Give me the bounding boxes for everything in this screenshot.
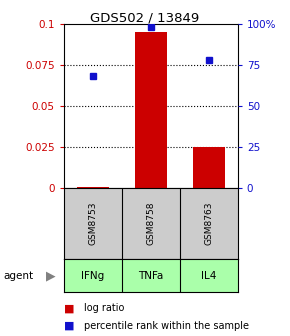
Text: log ratio: log ratio (84, 303, 124, 313)
Text: percentile rank within the sample: percentile rank within the sample (84, 321, 249, 331)
Bar (135, 32, 167, 188)
Text: IL4: IL4 (201, 270, 217, 281)
Text: TNFa: TNFa (138, 270, 164, 281)
Bar (193, 147, 225, 188)
Text: GSM8758: GSM8758 (146, 202, 155, 245)
Text: GSM8753: GSM8753 (88, 202, 97, 245)
Text: GDS502 / 13849: GDS502 / 13849 (90, 12, 200, 25)
Text: IFNg: IFNg (81, 270, 104, 281)
Text: ■: ■ (64, 321, 74, 331)
Text: agent: agent (3, 270, 33, 281)
Text: GSM8763: GSM8763 (204, 202, 213, 245)
Text: ■: ■ (64, 303, 74, 313)
Text: ▶: ▶ (46, 269, 56, 282)
Bar (77, 186, 109, 188)
